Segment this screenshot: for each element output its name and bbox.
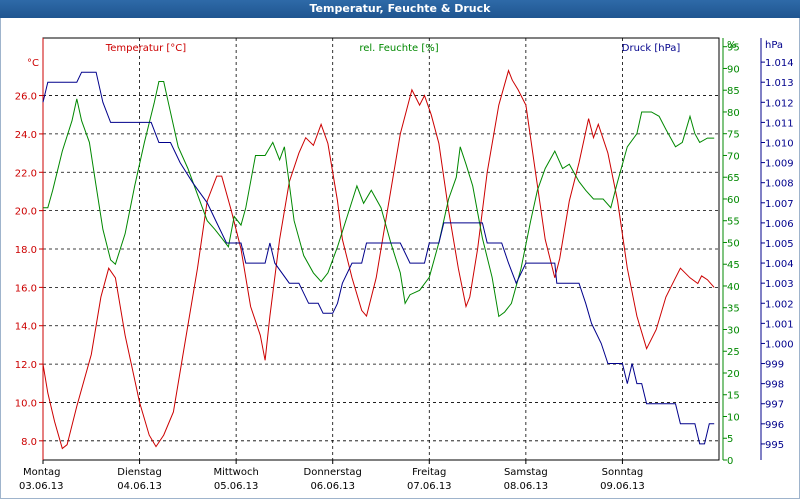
pressure-tick-label: 1.013 xyxy=(765,78,794,89)
pressure-tick-label: 1.001 xyxy=(765,319,794,330)
humidity-axis-title: rel. Feuchte [%] xyxy=(359,43,438,54)
pressure-unit-label: hPa xyxy=(765,40,783,51)
pressure-tick-label: 999 xyxy=(765,360,784,371)
pressure-tick-label: 1.011 xyxy=(765,118,794,129)
series-line-temperature xyxy=(42,69,715,450)
x-tick-label-date: 06.06.13 xyxy=(310,481,355,492)
pressure-tick-label: 1.012 xyxy=(765,98,794,109)
humidity-tick-label: 30 xyxy=(727,325,740,336)
humidity-unit-label: % xyxy=(727,40,737,51)
pressure-tick-label: 1.008 xyxy=(765,179,794,190)
temperature-unit-label: °C xyxy=(27,58,39,69)
pressure-tick-label: 1.014 xyxy=(765,58,794,69)
humidity-tick-label: 90 xyxy=(727,64,740,75)
humidity-tick-label: 10 xyxy=(727,412,740,423)
pressure-tick-label: 1.003 xyxy=(765,279,794,290)
series-line-pressure xyxy=(42,71,715,445)
temperature-tick-label: 8.0 xyxy=(21,437,37,448)
humidity-tick-label: 0 xyxy=(727,456,733,467)
temperature-axis-title: Temperatur [°C] xyxy=(105,43,186,54)
x-tick-label-date: 05.06.13 xyxy=(214,481,259,492)
x-tick-label-day: Freitag xyxy=(412,467,446,478)
temperature-tick-label: 16.0 xyxy=(15,283,37,294)
x-tick-label-day: Montag xyxy=(23,467,60,478)
humidity-tick-label: 60 xyxy=(727,195,740,206)
x-tick-label-date: 08.06.13 xyxy=(504,481,549,492)
humidity-tick-label: 15 xyxy=(727,391,740,402)
x-tick-label-date: 07.06.13 xyxy=(407,481,452,492)
humidity-tick-label: 5 xyxy=(727,434,733,445)
pressure-tick-label: 996 xyxy=(765,420,784,431)
pressure-tick-label: 998 xyxy=(765,380,784,391)
temperature-tick-label: 10.0 xyxy=(15,398,37,409)
x-tick-label-date: 03.06.13 xyxy=(19,481,64,492)
humidity-tick-label: 35 xyxy=(727,304,740,315)
x-tick-label-day: Sonntag xyxy=(602,467,644,478)
temperature-tick-label: 26.0 xyxy=(15,92,37,103)
humidity-tick-label: 75 xyxy=(727,130,740,141)
x-tick-label-day: Mittwoch xyxy=(213,467,258,478)
pressure-tick-label: 1.009 xyxy=(765,159,794,170)
humidity-tick-label: 20 xyxy=(727,369,740,380)
window-title: Temperatur, Feuchte & Druck xyxy=(0,0,800,18)
humidity-tick-label: 50 xyxy=(727,238,740,249)
temperature-tick-label: 24.0 xyxy=(15,130,37,141)
series-line-humidity xyxy=(43,81,715,318)
pressure-axis-title: Druck [hPa] xyxy=(622,43,681,54)
x-tick-label-day: Donnerstag xyxy=(304,467,362,478)
pressure-tick-label: 1.006 xyxy=(765,219,794,230)
temperature-tick-label: 18.0 xyxy=(15,245,37,256)
humidity-tick-label: 85 xyxy=(727,86,740,97)
temperature-tick-label: 22.0 xyxy=(15,168,37,179)
pressure-tick-label: 1.010 xyxy=(765,138,794,149)
chart-frame: 8.0 10.0 12.0 14.0 16.0 18.0 20.0 22.0 24.0 26.0 °… xyxy=(0,18,800,499)
x-tick-label-date: 04.06.13 xyxy=(117,481,162,492)
pressure-tick-label: 1.004 xyxy=(765,259,794,270)
x-tick-label-date: 09.06.13 xyxy=(600,481,645,492)
pressure-tick-label: 997 xyxy=(765,400,784,411)
temperature-tick-label: 14.0 xyxy=(15,322,37,333)
pressure-tick-label: 995 xyxy=(765,440,784,451)
humidity-tick-label: 70 xyxy=(727,151,740,162)
temperature-tick-label: 12.0 xyxy=(15,360,37,371)
pressure-tick-label: 1.007 xyxy=(765,199,794,210)
x-tick-label-day: Samstag xyxy=(504,467,548,478)
humidity-tick-label: 80 xyxy=(727,108,740,119)
pressure-tick-label: 1.005 xyxy=(765,239,794,250)
humidity-tick-label: 25 xyxy=(727,347,740,358)
humidity-tick-label: 40 xyxy=(727,282,740,293)
humidity-tick-label: 95 xyxy=(727,43,740,54)
humidity-tick-label: 65 xyxy=(727,173,740,184)
x-tick-label-day: Dienstag xyxy=(117,467,162,478)
humidity-tick-label: 45 xyxy=(727,260,740,271)
pressure-tick-label: 1.000 xyxy=(765,339,794,350)
pressure-tick-label: 1.002 xyxy=(765,299,794,310)
chart-canvas: 8.0 10.0 12.0 14.0 16.0 18.0 20.0 22.0 24.0 26.0 °… xyxy=(15,37,794,492)
temperature-tick-label: 20.0 xyxy=(15,207,37,218)
humidity-tick-label: 55 xyxy=(727,217,740,228)
